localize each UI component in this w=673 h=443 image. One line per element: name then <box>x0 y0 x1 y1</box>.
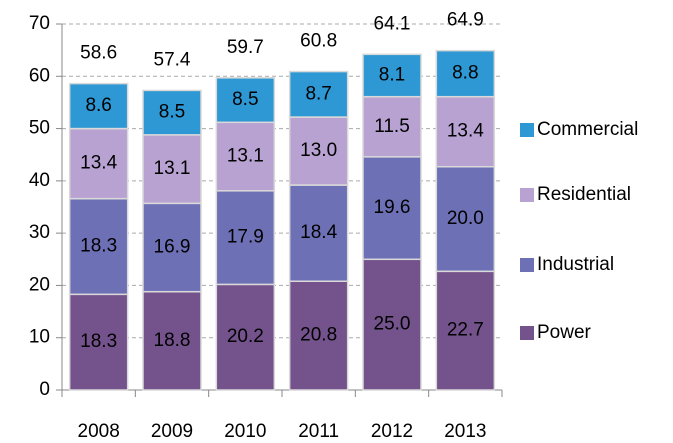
bar-segment <box>68 197 129 296</box>
bar-segment <box>215 190 276 286</box>
data-label: 13.1 <box>154 158 191 179</box>
data-label: 19.6 <box>374 197 411 218</box>
data-label: 18.4 <box>300 222 337 243</box>
y-tick-label: 60 <box>29 65 50 86</box>
y-tick-label: 40 <box>29 170 50 191</box>
bar-segment <box>142 89 202 136</box>
data-label: 18.3 <box>80 235 117 256</box>
bar-segment <box>362 53 422 98</box>
data-label: 8.1 <box>379 65 405 86</box>
bar-segment <box>142 134 202 205</box>
x-tick-label: 2011 <box>298 421 339 442</box>
bar-segment <box>435 270 496 391</box>
bar-segment <box>288 116 349 186</box>
bar-segment <box>362 95 422 158</box>
data-label: 25.0 <box>374 314 411 335</box>
legend-label: Power <box>537 322 592 343</box>
legend-swatch <box>520 123 534 137</box>
bar-segment <box>68 293 129 391</box>
data-label: 13.4 <box>80 153 117 174</box>
bar-segment <box>68 82 129 130</box>
data-label: 8.5 <box>232 89 258 110</box>
bar-segment <box>288 280 349 391</box>
legend-swatch <box>520 326 534 340</box>
legend-label: Commercial <box>537 119 638 140</box>
data-label: 13.1 <box>227 146 264 167</box>
y-tick-label: 0 <box>39 379 50 400</box>
total-label: 57.4 <box>154 49 191 70</box>
data-label: 13.0 <box>300 140 337 161</box>
bar-segment <box>215 77 276 124</box>
y-tick-label: 30 <box>29 222 50 243</box>
data-label: 8.7 <box>305 83 331 104</box>
x-tick-label: 2008 <box>78 421 120 442</box>
data-label: 8.8 <box>452 63 478 84</box>
bar-segment <box>362 258 422 391</box>
data-label: 13.4 <box>447 121 484 142</box>
bar-segment <box>288 70 349 118</box>
legend-label: Industrial <box>537 254 614 275</box>
bar-segment <box>435 49 496 98</box>
data-label: 20.2 <box>227 326 264 347</box>
y-tick-label: 10 <box>29 327 50 348</box>
bar-segment <box>215 283 276 391</box>
x-tick-label: 2012 <box>371 421 413 442</box>
x-tick-label: 2009 <box>151 421 193 442</box>
bar-segment <box>435 165 496 273</box>
total-label: 59.7 <box>227 37 264 58</box>
data-label: 18.3 <box>80 331 117 352</box>
data-label: 8.5 <box>159 102 185 123</box>
x-tick-label: 2010 <box>224 421 266 442</box>
data-label: 20.0 <box>447 208 484 229</box>
data-label: 22.7 <box>447 320 484 341</box>
y-tick-label: 50 <box>29 118 50 139</box>
total-label: 58.6 <box>80 43 117 64</box>
legend-swatch <box>520 258 534 272</box>
y-tick-label: 20 <box>29 274 50 295</box>
legend-swatch <box>520 188 534 202</box>
total-label: 60.8 <box>300 31 337 52</box>
total-label: 64.9 <box>447 10 484 31</box>
data-label: 8.6 <box>85 95 111 116</box>
data-label: 16.9 <box>154 237 191 258</box>
x-tick-label: 2013 <box>444 421 486 442</box>
data-label: 20.8 <box>300 325 337 346</box>
total-label: 64.1 <box>374 13 411 34</box>
data-label: 18.8 <box>154 330 191 351</box>
data-label: 11.5 <box>374 116 410 137</box>
data-label: 17.9 <box>227 227 264 248</box>
y-tick-label: 70 <box>29 13 50 34</box>
legend-label: Residential <box>537 184 631 205</box>
